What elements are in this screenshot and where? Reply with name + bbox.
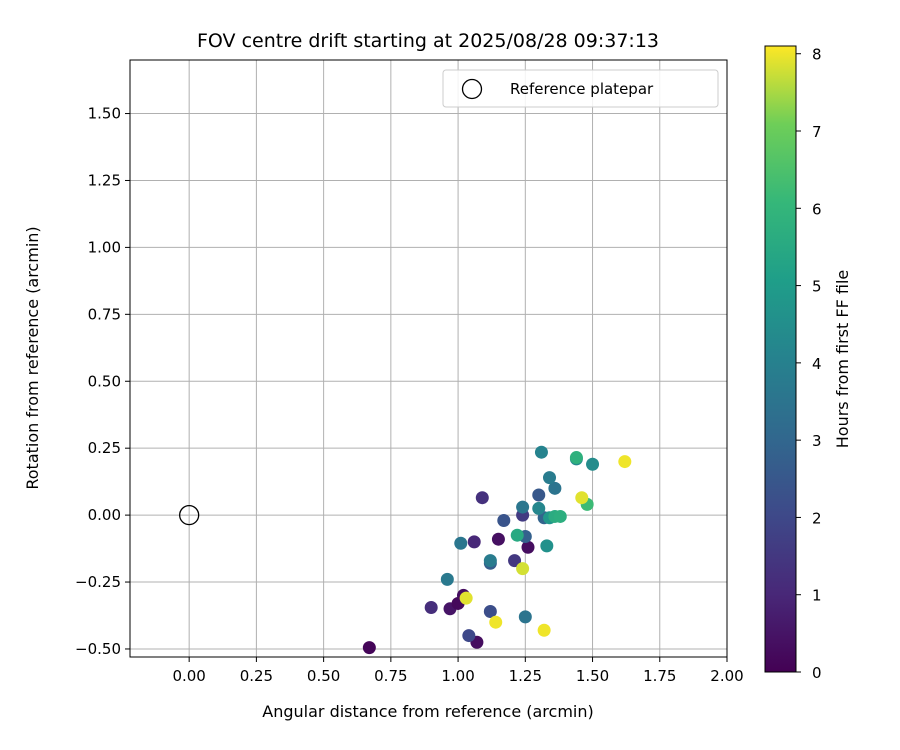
y-tick-label: 0.75	[88, 305, 121, 323]
data-point	[534, 445, 548, 459]
y-tick-label: 0.50	[88, 372, 121, 390]
colorbar-ticks: 0 1 2 3 4 5 6 7 8	[796, 46, 822, 682]
legend-marker-icon	[461, 78, 483, 100]
data-point	[475, 491, 489, 505]
colorbar-tick-label: 5	[812, 278, 822, 296]
data-point	[548, 481, 562, 495]
data-point	[575, 491, 589, 505]
y-tick-label: −0.50	[75, 640, 121, 658]
legend: Reference platepar	[442, 69, 719, 108]
y-tick-label: 1.50	[88, 105, 121, 123]
data-point	[532, 501, 546, 515]
y-tick-label: 0.25	[88, 439, 121, 457]
data-point	[521, 540, 535, 554]
y-tick-label: 1.00	[88, 238, 121, 256]
reference-marker-layer	[179, 504, 200, 526]
legend-box	[442, 69, 719, 108]
x-tick-label: 1.75	[643, 667, 676, 685]
data-point	[483, 604, 497, 618]
data-point	[518, 610, 532, 624]
colorbar: 0 1 2 3 4 5 6 7 8 Hours from first FF file	[764, 45, 852, 682]
y-tick-label: −0.25	[75, 573, 121, 591]
data-point	[537, 623, 551, 637]
chart-title: FOV centre drift starting at 2025/08/28 …	[197, 30, 659, 52]
data-points	[362, 445, 632, 655]
data-point	[467, 535, 481, 549]
x-axis-ticks: 0.00 0.25 0.50 0.75 1.00 1.25 1.50 1.75 2.00	[172, 657, 744, 685]
grid	[130, 60, 728, 657]
y-axis-label: Rotation from reference (arcmin)	[23, 226, 42, 489]
data-point	[586, 457, 600, 471]
data-point	[491, 532, 505, 546]
data-point	[569, 451, 583, 465]
data-point	[459, 591, 473, 605]
plot-frame	[129, 59, 728, 658]
x-tick-label: 1.25	[509, 667, 542, 685]
data-point	[497, 513, 511, 527]
x-axis-label: Angular distance from reference (arcmin)	[262, 702, 593, 721]
x-tick-label: 0.00	[172, 667, 205, 685]
colorbar-tick-label: 7	[812, 123, 822, 141]
colorbar-tick-label: 8	[812, 46, 822, 64]
x-tick-label: 1.00	[441, 667, 474, 685]
reference-platepar-marker	[179, 504, 200, 526]
data-point	[543, 471, 557, 485]
colorbar-tick-label: 3	[812, 432, 822, 450]
legend-label: Reference platepar	[510, 80, 654, 98]
colorbar-label: Hours from first FF file	[833, 270, 852, 449]
y-tick-label: 1.25	[88, 171, 121, 189]
data-point	[508, 554, 522, 568]
data-point	[618, 455, 632, 469]
data-point	[424, 600, 438, 614]
data-point	[553, 509, 567, 523]
colorbar-tick-label: 6	[812, 200, 822, 218]
colorbar-tick-label: 4	[812, 355, 822, 373]
data-point	[483, 554, 497, 568]
colorbar-gradient	[764, 45, 797, 673]
data-point	[516, 500, 530, 514]
x-tick-label: 0.25	[240, 667, 273, 685]
y-axis-ticks: −0.50 −0.25 0.00 0.25 0.50 0.75 1.00 1.25 1.50	[75, 105, 130, 658]
colorbar-tick-label: 0	[812, 664, 822, 682]
data-point	[510, 528, 524, 542]
x-tick-label: 2.00	[710, 667, 743, 685]
data-point	[454, 536, 468, 550]
data-point	[489, 615, 503, 629]
y-tick-label: 0.00	[88, 506, 121, 524]
x-tick-label: 0.75	[374, 667, 407, 685]
x-tick-label: 1.50	[576, 667, 609, 685]
data-point	[540, 539, 554, 553]
colorbar-tick-label: 2	[812, 509, 822, 527]
data-point	[362, 641, 376, 655]
colorbar-tick-label: 1	[812, 587, 822, 605]
data-point	[440, 572, 454, 586]
data-point	[516, 562, 530, 576]
data-point	[462, 629, 476, 643]
x-tick-label: 0.50	[307, 667, 340, 685]
data-point	[532, 488, 546, 502]
